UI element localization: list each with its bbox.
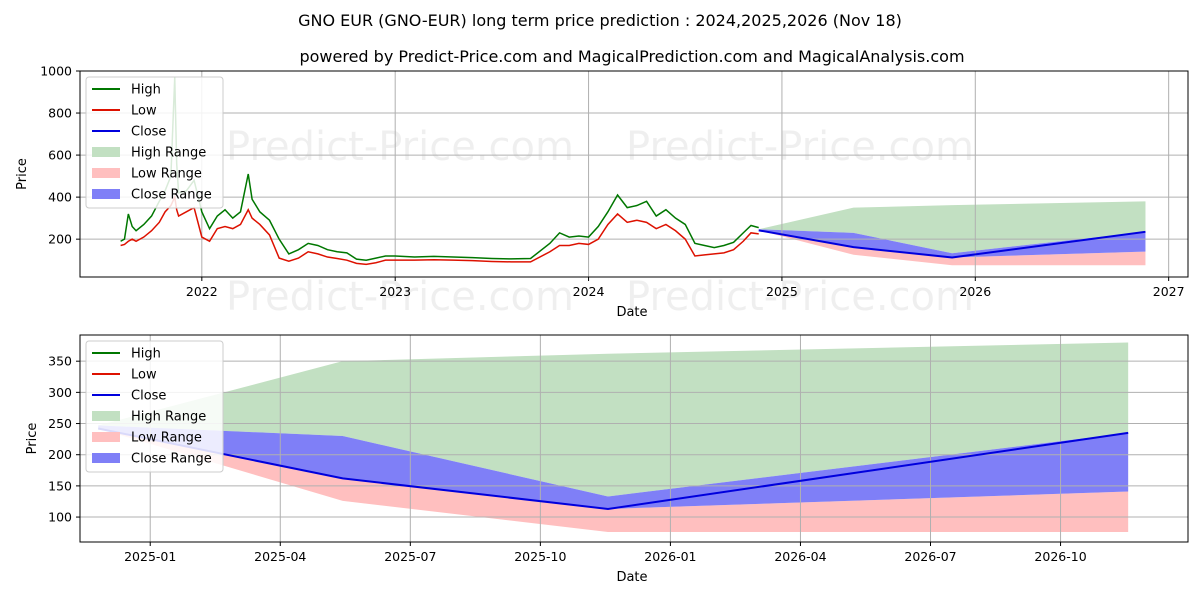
y-tick-label: 800	[48, 106, 72, 121]
y-tick-label: 1000	[40, 64, 72, 79]
y-axis-label: Price	[15, 158, 30, 190]
close-range-band	[98, 425, 1129, 509]
legend-label: Low	[131, 368, 157, 383]
legend-swatch	[92, 168, 120, 178]
y-tick-label: 250	[48, 416, 72, 431]
y-tick-label: 200	[48, 447, 72, 462]
chart-title: GNO EUR (GNO-EUR) long term price predic…	[298, 11, 902, 30]
watermark-text: Predict-Price.com	[226, 124, 574, 170]
x-tick-label: 2023	[379, 284, 411, 299]
y-tick-label: 200	[48, 232, 72, 247]
legend-label: Close	[131, 389, 166, 404]
legend-label: Close Range	[131, 188, 212, 203]
legend-label: High Range	[131, 410, 206, 425]
y-tick-label: 600	[48, 148, 72, 163]
y-tick-label: 150	[48, 478, 72, 493]
x-tick-label: 2025-01	[124, 549, 176, 564]
history-low-line	[120, 194, 759, 266]
y-axis-label: Price	[25, 423, 40, 455]
plot-frame	[79, 70, 1189, 278]
legend-swatch	[92, 453, 120, 463]
watermark-text: Predict-Price.com	[626, 124, 974, 170]
y-tick-label: 100	[48, 510, 72, 525]
legend-label: High	[131, 347, 161, 362]
watermark-text: Predict-Price.com	[626, 274, 974, 320]
x-axis-label: Date	[616, 305, 647, 320]
x-tick-label: 2022	[186, 284, 218, 299]
legend-label: Close	[131, 125, 166, 140]
plot-frame	[79, 334, 1189, 543]
legend-label: Low	[131, 104, 157, 119]
legend-label: Close Range	[131, 452, 212, 467]
x-tick-label: 2026-07	[904, 549, 956, 564]
x-tick-label: 2025-04	[254, 549, 306, 564]
x-tick-label: 2026-10	[1034, 549, 1086, 564]
x-tick-label: 2025	[766, 284, 798, 299]
y-tick-label: 300	[48, 385, 72, 400]
x-axis-label: Date	[616, 570, 647, 585]
legend-label: High Range	[131, 146, 206, 161]
watermark-text: Predict-Price.com	[226, 274, 574, 320]
lower-chart: Predict-Price.comPredict-Price.com2025-0…	[25, 334, 1189, 585]
x-tick-label: 2025-07	[384, 549, 436, 564]
legend-label: High	[131, 83, 161, 98]
legend-swatch	[92, 432, 120, 442]
y-tick-label: 400	[48, 190, 72, 205]
x-tick-label: 2024	[573, 284, 605, 299]
high-range-band	[758, 201, 1146, 254]
high-range-band	[98, 342, 1129, 497]
x-tick-label: 2026	[959, 284, 991, 299]
x-tick-label: 2025-10	[514, 549, 566, 564]
upper-chart: Predict-Price.com Predict-Price.com Predic…	[15, 64, 1189, 320]
close-range-band	[758, 229, 1146, 258]
legend-swatch	[92, 189, 120, 199]
chart-subtitle: powered by Predict-Price.com and Magical…	[299, 47, 964, 66]
legend-box	[85, 340, 224, 473]
legend-swatch	[92, 411, 120, 421]
low-range-band	[98, 428, 1129, 533]
legend-label: Low Range	[131, 431, 202, 446]
x-tick-label: 2027	[1153, 284, 1185, 299]
legend-label: Low Range	[131, 167, 202, 182]
x-tick-label: 2026-04	[774, 549, 826, 564]
legend-swatch	[92, 147, 120, 157]
legend-box	[85, 76, 224, 209]
y-tick-label: 350	[48, 354, 72, 369]
close-line	[758, 229, 1146, 259]
low-range-band	[758, 230, 1146, 266]
x-tick-label: 2026-01	[644, 549, 696, 564]
